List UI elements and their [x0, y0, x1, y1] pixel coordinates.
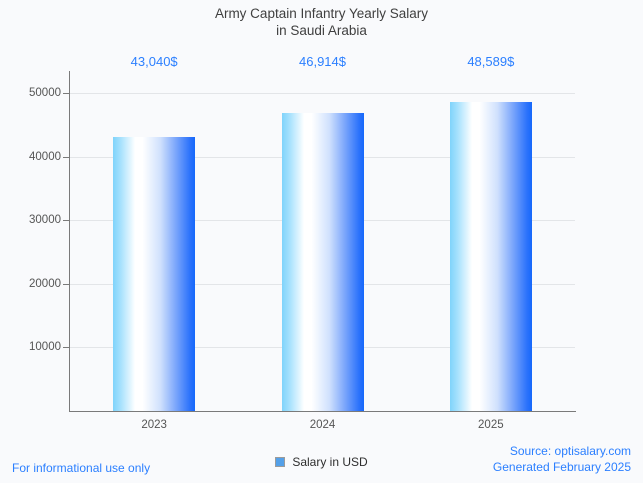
- y-axis-tick-mark: [63, 283, 70, 285]
- y-axis-tick-label: 10000: [29, 341, 61, 354]
- chart-legend: Salary in USD: [0, 455, 643, 469]
- y-axis-tick-label: 20000: [29, 277, 61, 290]
- bar-value-label-2023: 43,040$: [130, 54, 178, 69]
- x-axis-tick-label-2023: 2023: [141, 419, 167, 431]
- gridline: [70, 93, 575, 95]
- y-axis-tick-mark: [63, 156, 70, 158]
- legend-swatch-salary-in-usd: [275, 457, 286, 467]
- chart-title: Army Captain Infantry Yearly Salary in S…: [214, 6, 429, 38]
- y-axis-line: [69, 71, 70, 412]
- source-text: Source: optisalary.com: [509, 444, 631, 458]
- x-axis-tick-label-2024: 2024: [309, 419, 336, 431]
- y-axis-tick-label: 40000: [29, 150, 61, 163]
- x-axis-tick-label-2025: 2025: [478, 419, 504, 431]
- x-axis-line: [69, 411, 576, 412]
- bar-2023[interactable]: [113, 137, 196, 411]
- disclaimer-text: For informational use only: [12, 461, 151, 475]
- y-axis-tick-mark: [63, 347, 70, 349]
- plot-area: [70, 71, 575, 411]
- y-axis-tick-labels: 10000 20000 30000 40000 50000: [0, 0, 61, 483]
- bar-value-label-2024: 46,914$: [299, 54, 346, 69]
- generated-text: Generated February 2025: [492, 460, 631, 474]
- bar-2025[interactable]: [449, 102, 532, 411]
- bar-value-label-2025: 48,589$: [467, 54, 515, 69]
- source-block: Source: optisalary.com Generated Februar…: [493, 443, 631, 475]
- bar-2024[interactable]: [281, 112, 364, 411]
- y-axis-tick-label: 30000: [29, 214, 61, 227]
- y-axis-tick-mark: [63, 93, 70, 95]
- y-axis-tick-mark: [63, 220, 70, 222]
- legend-label-salary-in-usd: Salary in USD: [292, 455, 368, 469]
- y-axis-tick-label: 50000: [29, 87, 61, 100]
